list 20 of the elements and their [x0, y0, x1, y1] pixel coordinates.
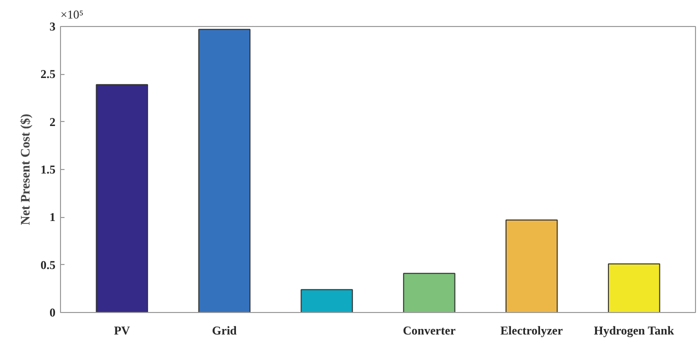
bar	[403, 272, 456, 312]
y-tick-label: 2.5	[40, 67, 56, 82]
bar	[608, 263, 660, 312]
bar	[506, 220, 558, 312]
bar	[300, 289, 353, 312]
y-axis-title: Net Present Cost ($)	[18, 114, 32, 226]
x-tick-label: PV	[114, 324, 130, 338]
x-tick-label: Converter	[402, 324, 456, 338]
y-tick-label: 0	[50, 306, 56, 320]
x-tick-label: Grid	[212, 324, 238, 338]
x-tick-label: Hydrogen Tank	[594, 324, 674, 338]
y-tick-label: 1	[50, 210, 56, 224]
y-tick-label: 1.5	[40, 162, 56, 176]
x-tick-label: Electrolyzer	[500, 324, 564, 338]
bar	[96, 84, 148, 312]
y-tick-label: 0.5	[40, 258, 56, 272]
y-tick-label: 3	[50, 20, 56, 34]
bar	[198, 28, 250, 312]
y-tick-label: 2	[50, 114, 56, 129]
text: ×10⁵	[60, 8, 84, 22]
